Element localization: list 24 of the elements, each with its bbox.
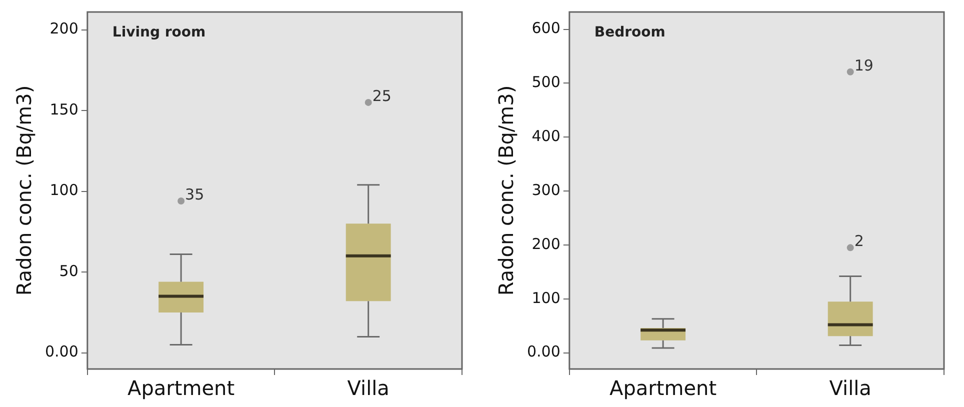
text: Living room [112, 24, 206, 41]
y-tick-label: 0.00 [526, 342, 560, 361]
y-tick-label: 150 [50, 100, 78, 118]
annotation: 2 [854, 232, 864, 250]
y-tick-label: 200 [532, 234, 560, 253]
y-tick-label: 400 [532, 127, 560, 145]
y-axis-title: Radon conc. (Bq/m3) [494, 85, 518, 296]
y-tick-label: 200 [50, 20, 78, 38]
annotation: 19 [854, 56, 874, 74]
x-tick-label: Villa [829, 376, 872, 400]
y-tick-label: 100 [50, 181, 78, 200]
y-tick-label: 500 [532, 73, 560, 92]
y-tick-label: 0.00 [44, 342, 78, 361]
annotation: 25 [372, 86, 392, 105]
x-tick-label: Villa [347, 376, 390, 400]
text: Bedroom [594, 24, 666, 41]
x-tick-label: Apartment [128, 376, 235, 400]
y-axis-title: Radon conc. (Bq/m3) [12, 85, 36, 296]
y-tick-label: 50 [59, 262, 78, 280]
x-tick-label: Apartment [610, 376, 717, 400]
annotation: 35 [185, 185, 204, 204]
y-tick-label: 100 [532, 288, 560, 307]
y-tick-label: 600 [532, 19, 560, 38]
y-tick-label: 300 [532, 180, 560, 199]
